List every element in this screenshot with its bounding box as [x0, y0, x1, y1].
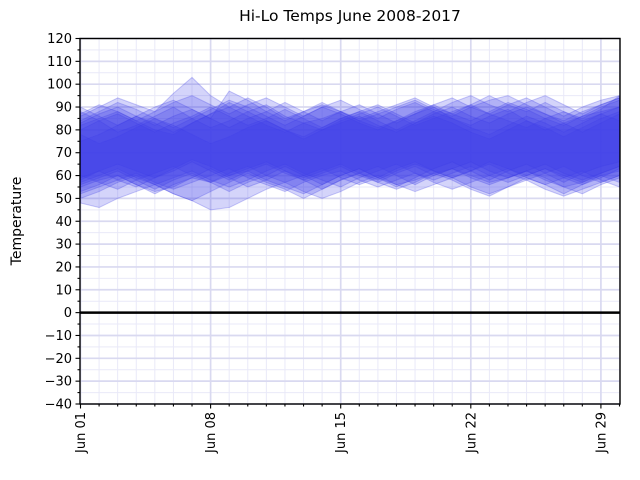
y-tick-label: 80 [55, 123, 72, 138]
chart-title: Hi-Lo Temps June 2008-2017 [239, 7, 461, 25]
y-tick-label: −40 [45, 398, 72, 413]
y-tick-label: 10 [55, 283, 72, 298]
y-tick-label: 70 [55, 146, 72, 161]
y-tick-label: 110 [47, 55, 72, 70]
y-tick-label: 40 [55, 215, 72, 230]
y-tick-label: 20 [55, 260, 72, 275]
temperature-bands [80, 76, 620, 211]
y-tick-label: 90 [55, 101, 72, 116]
x-tick-label: Jun 15 [334, 412, 349, 454]
x-tick-label: Jun 01 [74, 412, 89, 454]
grid-minor [80, 38, 620, 404]
grid-major [79, 37, 620, 405]
x-tick-label: Jun 29 [594, 412, 609, 454]
y-tick-label: 100 [47, 78, 72, 93]
y-tick-label: 0 [64, 306, 72, 321]
x-tick-label: Jun 08 [204, 412, 219, 454]
x-tick-label: Jun 22 [464, 412, 479, 454]
tick-labels: 1201101009080706050403020100−10−20−30−40… [45, 32, 610, 454]
y-tick-label: 60 [55, 169, 72, 184]
y-tick-label: −30 [45, 375, 72, 390]
y-tick-label: 50 [55, 192, 72, 207]
y-tick-label: −10 [45, 329, 72, 344]
axis-ticks [75, 37, 621, 409]
y-tick-label: −20 [45, 352, 72, 367]
y-tick-label: 30 [55, 238, 72, 253]
y-tick-label: 120 [47, 32, 72, 47]
